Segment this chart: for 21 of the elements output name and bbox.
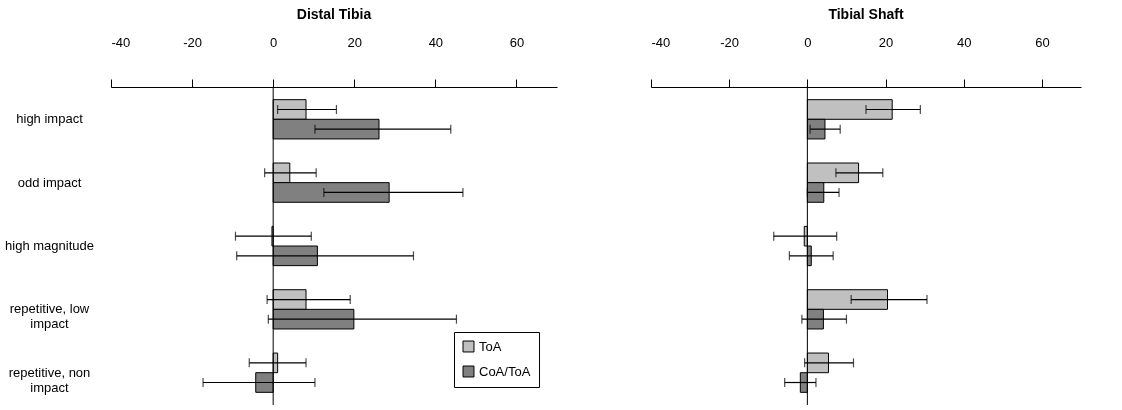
x-tick-label: 40 — [956, 34, 972, 50]
chart-title: Tibial Shaft — [828, 6, 904, 22]
x-tick-label: 20 — [878, 34, 894, 50]
x-tick-label: 40 — [428, 34, 444, 50]
x-tick-label: 20 — [347, 34, 363, 50]
x-tick-label: -20 — [183, 34, 202, 50]
y-tick-label: odd impact — [17, 174, 82, 190]
x-tick-label: 0 — [270, 34, 278, 50]
y-tick-label: high impact — [16, 111, 84, 127]
x-tick-label: 60 — [1035, 34, 1050, 50]
y-tick-label: repetitive, low impact — [9, 301, 90, 332]
y-tick-label: high magnitude — [5, 238, 94, 253]
x-tick-label: 0 — [804, 34, 812, 50]
x-tick-label: -40 — [651, 34, 671, 50]
x-tick-label: -40 — [111, 34, 131, 50]
legend-label: CoA/ToA — [479, 363, 531, 379]
x-tick-label: 60 — [509, 34, 525, 50]
chart-title: Distal Tibia — [296, 6, 372, 22]
x-tick-label: -20 — [720, 34, 740, 50]
y-tick-label: repetitive, non impact — [8, 364, 91, 395]
legend-label: ToA — [479, 338, 502, 354]
